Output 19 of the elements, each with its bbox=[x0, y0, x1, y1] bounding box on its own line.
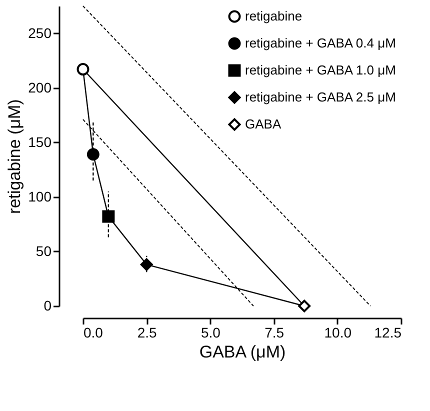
y-tick-label: 50 bbox=[36, 242, 52, 259]
x-tick-label: 0.0 bbox=[84, 324, 104, 340]
legend-label: retigabine + GABA 1.0 μM bbox=[245, 62, 396, 78]
legend-label: GABA bbox=[245, 116, 282, 132]
legend-label: retigabine + GABA 0.4 μM bbox=[245, 36, 396, 50]
x-tick-label: 2.5 bbox=[137, 324, 158, 340]
y-axis-title: retigabine (μM) bbox=[5, 99, 24, 214]
x-tick-label: 7.5 bbox=[264, 324, 284, 340]
x-axis-title: GABA (μM) bbox=[199, 342, 286, 362]
y-tick-label: 250 bbox=[28, 24, 52, 41]
y-tick-label: 0 bbox=[44, 298, 52, 314]
x-tick-label: 10.0 bbox=[324, 324, 352, 340]
y-tick-label: 150 bbox=[28, 134, 52, 150]
legend-label: retigabine bbox=[245, 8, 302, 24]
y-tick-label: 200 bbox=[28, 79, 52, 96]
y-tick-label: 100 bbox=[28, 188, 52, 204]
x-tick-label: 12.5 bbox=[374, 324, 402, 340]
legend-label: retigabine + GABA 2.5 μM bbox=[245, 90, 396, 104]
x-tick-label: 5.0 bbox=[200, 324, 221, 340]
